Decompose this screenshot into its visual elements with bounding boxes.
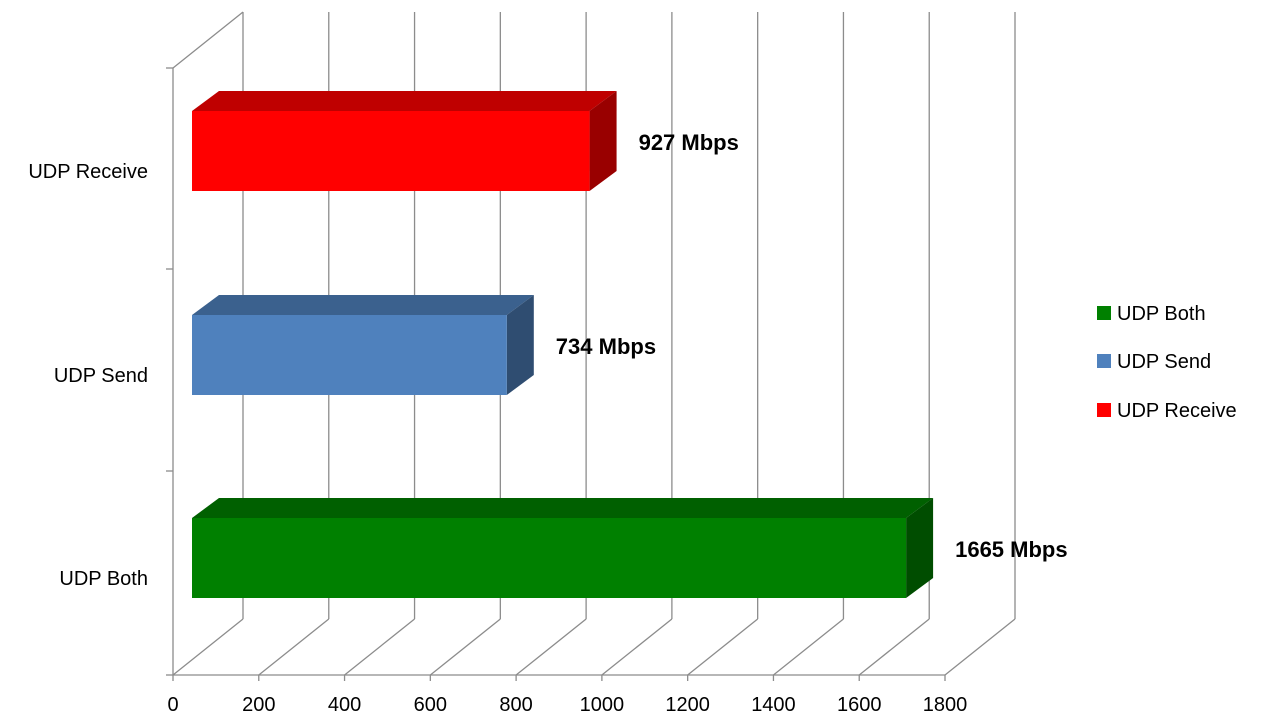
bar-udp-both [192,498,934,598]
floor-gridline [687,618,759,676]
data-label-udp-both: 1665 Mbps [955,537,1068,562]
legend-item-udp-send: UDP Send [1097,351,1211,373]
bar-front-face [192,518,907,598]
legend: UDP Both UDP Send UDP Receive [1097,303,1237,422]
floor-gridline [258,618,330,676]
floor-gridline [858,618,930,676]
x-tick-label: 600 [414,694,447,716]
labels: 0 200 400 600 800 1000 1200 1400 1600 1800 927 Mbp… [28,130,1067,716]
bar-top-face [192,91,617,111]
data-label-udp-send: 734 Mbps [556,334,656,359]
floor-gridline [773,618,844,676]
bar-front-face [192,315,507,395]
bar-side-face [589,91,617,191]
floor-gridline [601,618,673,676]
category-label-udp-receive: UDP Receive [28,161,148,183]
legend-swatch [1097,354,1111,368]
legend-label: UDP Send [1117,351,1211,373]
x-tick-label: 1400 [751,694,796,716]
floor-gridline [344,618,415,676]
x-tick-label: 1000 [580,694,625,716]
x-tick-label: 200 [242,694,275,716]
legend-item-udp-receive: UDP Receive [1097,400,1237,422]
bars [192,91,934,598]
legend-label: UDP Both [1117,303,1206,325]
bar-front-face [192,111,590,191]
category-label-udp-send: UDP Send [54,365,148,387]
category-label-udp-both: UDP Both [59,568,148,590]
legend-swatch [1097,403,1111,417]
left-wall-top-line [172,11,244,69]
x-tick-label: 800 [499,694,532,716]
bar-side-face [906,498,934,598]
legend-swatch [1097,306,1111,320]
floor-gridline [172,618,244,676]
x-tick-label: 1800 [923,694,968,716]
legend-item-udp-both: UDP Both [1097,303,1206,325]
bar-top-face [192,498,934,518]
floor-gridline [429,618,501,676]
x-tick-label: 400 [328,694,361,716]
bar-side-face [506,295,534,395]
floor-gridline [944,618,1016,676]
floor-gridline [515,618,587,676]
data-label-udp-receive: 927 Mbps [639,130,739,155]
bar-udp-send [192,295,534,395]
bar-top-face [192,295,534,315]
x-tick-label: 1200 [665,694,710,716]
x-tick-label: 1600 [837,694,882,716]
bar-udp-receive [192,91,617,191]
legend-label: UDP Receive [1117,400,1237,422]
x-tick-label: 0 [167,694,178,716]
